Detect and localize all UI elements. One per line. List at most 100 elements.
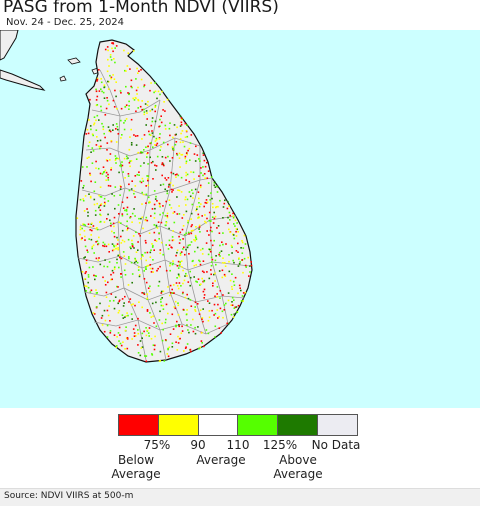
ndvi-pixel — [156, 97, 158, 100]
ndvi-pixel — [113, 232, 115, 234]
ndvi-pixel — [104, 243, 106, 246]
ndvi-pixel — [199, 263, 202, 266]
ndvi-pixel — [207, 319, 210, 322]
ndvi-pixel — [198, 175, 200, 177]
ndvi-pixel — [162, 290, 165, 293]
ndvi-pixel — [241, 240, 243, 242]
ndvi-pixel — [127, 314, 129, 317]
ndvi-pixel — [147, 179, 149, 182]
ndvi-pixel — [91, 229, 93, 232]
ndvi-pixel — [143, 134, 146, 136]
ndvi-pixel — [211, 244, 214, 247]
ndvi-pixel — [141, 138, 143, 140]
ndvi-pixel — [176, 251, 178, 254]
ndvi-pixel — [132, 50, 135, 52]
ndvi-pixel — [97, 259, 100, 261]
ndvi-pixel — [165, 244, 167, 246]
ndvi-pixel — [94, 214, 97, 216]
ndvi-pixel — [250, 261, 252, 263]
ndvi-pixel — [162, 183, 165, 186]
ndvi-pixel — [175, 254, 177, 257]
ndvi-pixel — [139, 165, 142, 167]
ndvi-pixel — [133, 134, 135, 136]
ndvi-pixel — [148, 130, 150, 133]
ndvi-pixel — [233, 313, 236, 315]
ndvi-pixel — [93, 122, 96, 124]
ndvi-pixel — [208, 310, 211, 312]
ndvi-pixel — [182, 225, 185, 227]
ndvi-pixel — [144, 219, 147, 222]
ndvi-pixel — [113, 307, 116, 310]
ndvi-pixel — [149, 89, 151, 92]
ndvi-pixel — [182, 291, 184, 294]
ndvi-pixel — [138, 217, 140, 220]
ndvi-pixel — [144, 251, 146, 254]
ndvi-pixel — [108, 65, 110, 67]
ndvi-pixel — [185, 130, 188, 132]
ndvi-pixel — [85, 133, 88, 135]
ndvi-pixel — [169, 264, 171, 267]
ndvi-pixel — [125, 208, 128, 211]
ndvi-pixel — [153, 91, 155, 94]
ndvi-pixel — [189, 348, 192, 351]
ndvi-pixel — [157, 90, 160, 93]
ndvi-pixel — [135, 231, 137, 233]
ndvi-pixel — [143, 108, 145, 111]
ndvi-pixel — [177, 267, 180, 269]
ndvi-pixel — [128, 148, 131, 151]
ndvi-pixel — [144, 239, 147, 242]
ndvi-pixel — [91, 247, 93, 250]
ndvi-pixel — [177, 287, 180, 290]
ndvi-pixel — [88, 156, 90, 159]
ndvi-pixel — [116, 243, 119, 245]
ndvi-pixel — [180, 191, 183, 193]
ndvi-pixel — [145, 146, 147, 148]
ndvi-pixel — [118, 213, 120, 215]
ndvi-pixel — [150, 338, 153, 340]
ndvi-pixel — [171, 313, 174, 316]
ndvi-pixel — [162, 163, 165, 166]
ndvi-pixel — [194, 310, 197, 312]
ndvi-pixel — [150, 124, 153, 127]
ndvi-pixel — [179, 141, 182, 144]
ndvi-pixel — [201, 317, 204, 319]
ndvi-pixel — [133, 247, 135, 249]
ndvi-pixel — [137, 86, 139, 89]
ndvi-pixel — [92, 150, 95, 152]
ndvi-pixel — [103, 265, 105, 268]
ndvi-pixel — [151, 353, 153, 355]
ndvi-pixel — [115, 95, 117, 98]
ndvi-pixel — [87, 286, 90, 289]
ndvi-pixel — [126, 337, 129, 339]
ndvi-pixel — [123, 269, 126, 272]
ndvi-pixel — [194, 160, 197, 162]
ndvi-pixel — [210, 239, 212, 242]
ndvi-pixel — [76, 217, 79, 219]
ndvi-pixel — [155, 195, 157, 198]
ndvi-pixel — [93, 116, 96, 118]
ndvi-pixel — [108, 305, 110, 307]
ndvi-pixel — [111, 230, 113, 233]
ndvi-pixel — [124, 348, 126, 350]
ndvi-pixel — [150, 82, 152, 84]
ndvi-pixel — [93, 203, 96, 206]
ndvi-pixel — [232, 316, 235, 318]
ndvi-pixel — [154, 239, 156, 241]
ndvi-pixel — [134, 96, 137, 99]
ndvi-pixel — [207, 195, 210, 197]
ndvi-pixel — [107, 173, 109, 176]
map-area[interactable] — [0, 30, 480, 408]
ndvi-pixel — [103, 205, 106, 207]
ndvi-pixel — [237, 304, 240, 307]
ndvi-pixel — [99, 195, 102, 198]
ndvi-pixel — [204, 201, 207, 204]
ndvi-pixel — [185, 346, 187, 348]
ndvi-pixel — [198, 259, 200, 262]
ndvi-pixel — [120, 257, 123, 260]
ndvi-pixel — [150, 249, 152, 251]
legend-tick-75: 75% — [143, 438, 171, 452]
ndvi-pixel — [130, 304, 133, 306]
ndvi-pixel — [95, 227, 97, 230]
ndvi-pixel — [99, 302, 101, 305]
ndvi-pixel — [153, 212, 156, 215]
